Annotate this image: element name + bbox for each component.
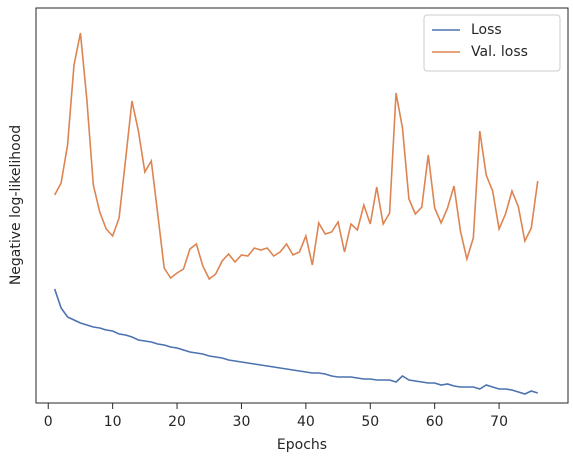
x-axis-label: Epochs [277,437,327,453]
x-tick-label: 10 [104,414,122,430]
legend-box [423,14,561,72]
x-tick-label: 40 [297,414,315,430]
x-tick-label: 0 [44,414,53,430]
legend-label: Loss [471,22,502,38]
x-tick-label: 70 [490,414,508,430]
y-axis-label: Negative log-likelihood [8,125,24,285]
series-line [53,288,538,395]
x-tick-label: 50 [361,414,379,430]
series-line [53,32,539,281]
x-tick-label: 30 [233,414,251,430]
legend-label: Val. loss [471,44,528,60]
x-tick-label: 20 [168,414,186,430]
plot-frame [35,7,569,404]
x-tick-label: 60 [426,414,444,430]
